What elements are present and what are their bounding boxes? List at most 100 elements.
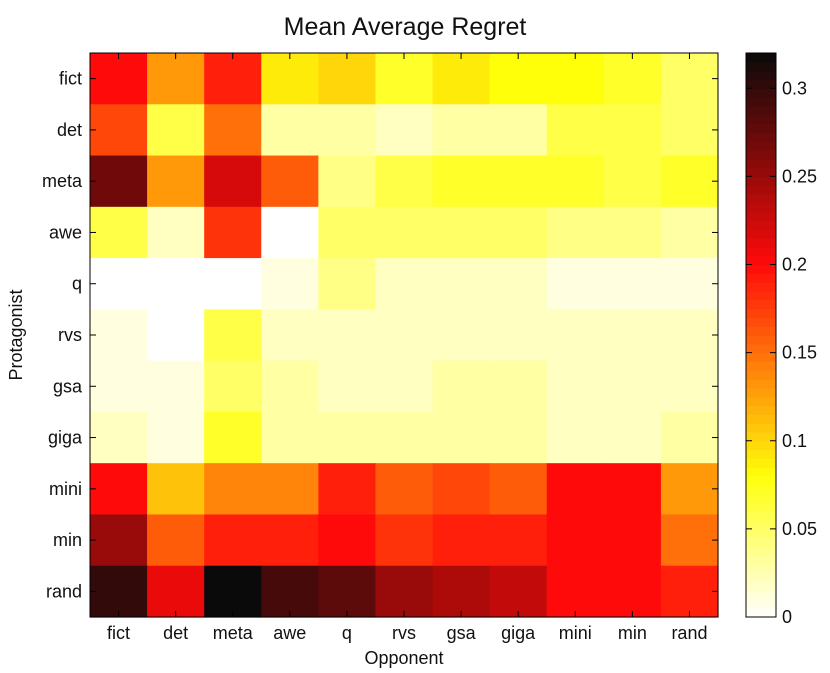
x-tick-label: q xyxy=(342,623,352,643)
heatmap-cell xyxy=(432,104,491,157)
y-tick-label: mini xyxy=(49,479,82,499)
colorbar-band xyxy=(746,520,776,530)
heatmap-cell xyxy=(546,565,605,618)
y-tick-label: gsa xyxy=(53,376,83,396)
heatmap-cell xyxy=(318,411,377,464)
heatmap-cell xyxy=(204,360,262,413)
colorbar-band xyxy=(746,220,776,230)
heatmap-cell xyxy=(432,53,491,105)
heatmap-cell xyxy=(261,514,319,567)
colorbar-band xyxy=(746,88,776,98)
colorbar-frame xyxy=(745,52,777,618)
heatmap-cell xyxy=(375,514,434,567)
heatmap-cell xyxy=(90,514,148,567)
colorbar-band xyxy=(746,405,776,415)
heatmap-cell xyxy=(489,104,548,157)
heatmap-cell xyxy=(432,309,491,362)
heatmap-cell xyxy=(432,360,491,413)
colorbar-band xyxy=(746,185,776,195)
heatmap-cell xyxy=(432,411,491,464)
x-tick-labels: fict det meta awe q rvs gsa giga mini min rand xyxy=(107,623,707,643)
colorbar-band xyxy=(746,326,776,336)
heatmap-cell xyxy=(147,155,205,208)
colorbar-band xyxy=(746,229,776,239)
colorbar-band xyxy=(746,211,776,222)
heatmap-cell xyxy=(432,565,491,618)
heatmap-cell xyxy=(432,155,491,208)
heatmap-cell xyxy=(318,309,377,362)
heatmap-cell xyxy=(489,463,548,516)
colorbar-band xyxy=(746,423,776,433)
heatmap-cell xyxy=(261,411,319,464)
heatmap-cell xyxy=(318,104,377,157)
heatmap-cell xyxy=(603,411,662,464)
heatmap-cell xyxy=(204,53,262,105)
heatmap-cell xyxy=(204,206,262,259)
heatmap-cell xyxy=(90,411,148,464)
colorbar-band xyxy=(746,343,776,354)
colorbar-band xyxy=(746,370,776,380)
heatmap-cell xyxy=(261,206,319,259)
heatmap-cell xyxy=(375,53,434,105)
x-tick-label: gsa xyxy=(447,623,477,643)
x-tick-label: det xyxy=(163,623,188,643)
heatmap-cell xyxy=(489,206,548,259)
heatmap-cell xyxy=(261,309,319,362)
colorbar-band xyxy=(746,396,776,407)
heatmap-cell xyxy=(318,155,377,208)
y-tick-label: fict xyxy=(59,69,82,89)
colorbar-band xyxy=(746,599,776,609)
heatmap-cell xyxy=(147,53,205,105)
heatmap-cell xyxy=(660,360,719,413)
colorbar-gradient xyxy=(746,53,776,618)
heatmap-cell xyxy=(375,360,434,413)
x-axis-label: Opponent xyxy=(364,648,443,668)
heatmap-cell xyxy=(489,411,548,464)
x-tick-label: meta xyxy=(213,623,254,643)
x-tick-label: min xyxy=(618,623,647,643)
heatmap-cell xyxy=(318,53,377,105)
heatmap-cell xyxy=(204,514,262,567)
colorbar-band xyxy=(746,123,776,133)
heatmap-cell xyxy=(204,463,262,516)
y-tick-label: q xyxy=(72,274,82,294)
colorbar-band xyxy=(746,317,776,327)
colorbar-band xyxy=(746,114,776,125)
colorbar-band xyxy=(746,132,776,142)
heatmap-cell xyxy=(603,104,662,157)
colorbar-band xyxy=(746,79,776,89)
colorbar-band xyxy=(746,264,776,274)
heatmap-cell xyxy=(546,463,605,516)
colorbar-band xyxy=(746,70,776,81)
heatmap-cell xyxy=(204,309,262,362)
heatmap-cell xyxy=(261,155,319,208)
colorbar-tick-label: 0.25 xyxy=(782,166,817,186)
colorbar-band xyxy=(746,290,776,301)
x-tick-label: mini xyxy=(559,623,592,643)
heatmap-cell xyxy=(546,104,605,157)
colorbar-band xyxy=(746,61,776,72)
colorbar-band xyxy=(746,581,776,592)
colorbar: 0 0.05 0.1 0.15 0.2 0.25 0.3 xyxy=(745,52,817,627)
heatmap-cell xyxy=(147,309,205,362)
y-tick-label: rvs xyxy=(58,325,82,345)
colorbar-band xyxy=(746,537,776,548)
heatmap-cell xyxy=(660,565,719,618)
heatmap-cell xyxy=(147,463,205,516)
heatmap-cell xyxy=(318,258,377,310)
chart-title: Mean Average Regret xyxy=(284,13,527,41)
heatmap-cell xyxy=(261,53,319,105)
colorbar-band xyxy=(746,238,776,248)
y-axis-label: Protagonist xyxy=(6,289,26,380)
heatmap-cell xyxy=(489,155,548,208)
heatmap-cell xyxy=(603,258,662,310)
colorbar-band xyxy=(746,590,776,600)
heatmap-cell xyxy=(489,258,548,310)
heatmap-cell xyxy=(603,360,662,413)
colorbar-band xyxy=(746,361,776,371)
heatmap-cell xyxy=(147,104,205,157)
y-tick-label: rand xyxy=(46,581,82,601)
colorbar-tick-label: 0.15 xyxy=(782,343,817,363)
heatmap-cell xyxy=(375,104,434,157)
heatmap-cell xyxy=(660,411,719,464)
